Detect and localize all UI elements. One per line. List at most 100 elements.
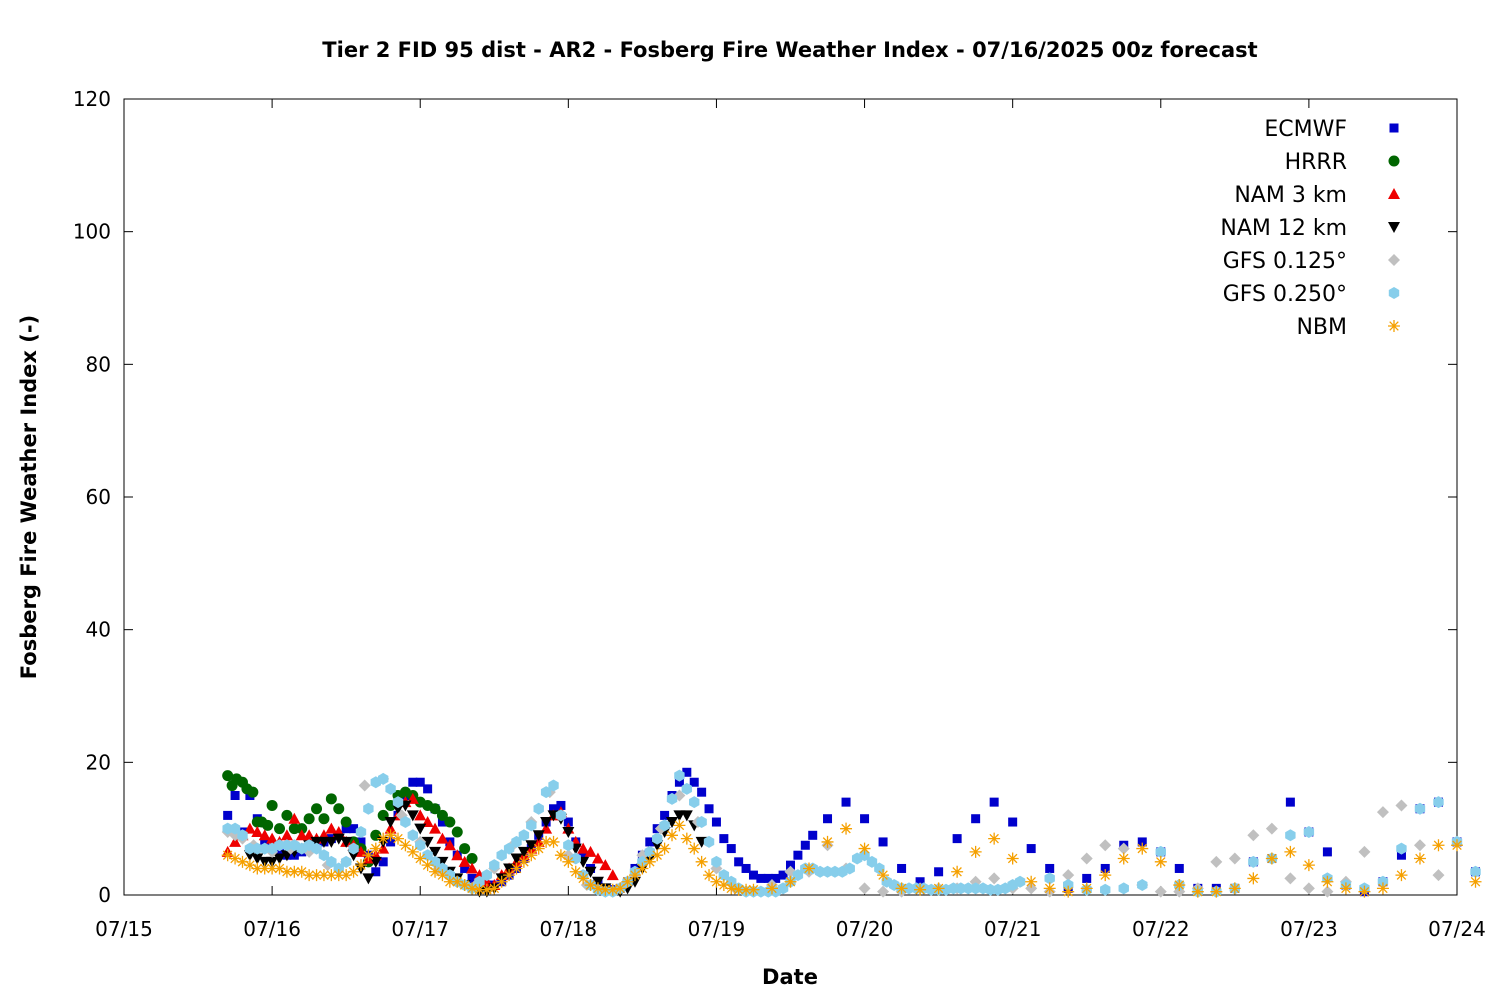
point-gfs-0-250: [1044, 872, 1055, 885]
point-ecmwf: [741, 863, 751, 873]
point-nbm: [732, 883, 745, 896]
point-nbm: [932, 882, 945, 895]
point-nbm: [1413, 852, 1426, 865]
point-nbm: [466, 882, 479, 895]
point-ecmwf: [915, 877, 925, 887]
point-nbm: [280, 865, 293, 878]
point-nam-3-km: [591, 852, 604, 864]
point-gfs-0-250: [503, 842, 515, 855]
point-nbm: [651, 849, 664, 862]
point-hrrr: [266, 799, 278, 811]
point-gfs-0-250: [555, 809, 567, 822]
point-nbm: [399, 839, 412, 852]
point-nbm: [821, 835, 834, 848]
point-ecmwf: [860, 814, 870, 824]
point-ecmwf: [467, 873, 477, 883]
point-hrrr: [222, 770, 234, 782]
point-gfs-0-250: [318, 849, 330, 862]
legend-label-gfs-0-250: GFS 0.250°: [1223, 282, 1347, 307]
point-ecmwf: [719, 834, 729, 844]
point-gfs-0-125: [1228, 852, 1241, 865]
legend-label-ecmwf: ECMWF: [1264, 117, 1347, 142]
point-gfs-0-250: [400, 816, 411, 829]
point-nbm: [877, 869, 890, 882]
point-nam-3-km: [288, 812, 301, 824]
point-nam-3-km: [606, 869, 619, 881]
point-nbm: [436, 869, 449, 882]
point-nbm: [717, 879, 730, 892]
point-nbm: [1376, 882, 1389, 895]
point-ecmwf: [371, 867, 381, 877]
point-ecmwf: [408, 777, 418, 787]
point-gfs-0-125: [1265, 822, 1278, 835]
point-ecmwf: [223, 810, 233, 820]
point-nbm: [525, 849, 538, 862]
point-gfs-0-250: [689, 796, 700, 809]
point-nbm: [384, 829, 397, 842]
point-nam-12-km: [421, 836, 434, 848]
point-gfs-0-250: [392, 796, 404, 809]
y-tick-label: 120: [73, 87, 111, 111]
x-axis-label: Date: [762, 965, 818, 989]
point-ecmwf: [578, 850, 588, 860]
point-gfs-0-125: [1117, 842, 1130, 855]
point-hrrr: [333, 803, 345, 815]
point-gfs-0-250: [518, 829, 530, 842]
point-gfs-0-250: [474, 875, 485, 888]
point-ecmwf: [660, 810, 670, 820]
point-gfs-0-250: [237, 829, 248, 842]
point-gfs-0-250: [526, 819, 537, 832]
point-nbm: [1469, 875, 1482, 888]
point-nbm: [1339, 882, 1352, 895]
point-nbm: [229, 852, 242, 865]
point-gfs-0-125: [1154, 885, 1167, 898]
y-axis-label: Fosberg Fire Weather Index (-): [17, 315, 41, 679]
legend-label-nbm: NBM: [1296, 315, 1347, 340]
point-hrrr: [296, 823, 308, 835]
point-nbm: [362, 849, 375, 862]
y-axis: 0 20 40 60 80 100 120: [73, 87, 1457, 907]
point-gfs-0-250: [1063, 879, 1074, 892]
point-gfs-0-250: [696, 816, 707, 829]
point-gfs-0-250: [652, 832, 663, 845]
point-gfs-0-250: [1014, 875, 1026, 888]
point-nbm: [288, 865, 301, 878]
point-ecmwf: [674, 777, 684, 787]
point-hrrr: [303, 813, 315, 825]
point-ecmwf: [230, 791, 240, 800]
point-gfs-0-250: [859, 849, 870, 862]
point-gfs-0-125: [1432, 869, 1445, 882]
point-hrrr: [262, 819, 274, 831]
point-nam-12-km: [384, 817, 397, 829]
x-tick-label: 07/23: [1280, 917, 1338, 941]
point-nam-12-km: [266, 856, 279, 868]
point-nbm: [1154, 855, 1167, 868]
y-tick-label: 60: [86, 485, 111, 509]
point-nam-12-km: [532, 830, 545, 842]
point-nbm: [421, 859, 434, 872]
point-nbm: [258, 862, 271, 875]
point-nam-12-km: [680, 810, 693, 822]
point-nam-3-km: [251, 825, 264, 837]
point-nam-3-km: [266, 832, 279, 844]
point-nbm: [510, 862, 523, 875]
point-ecmwf: [437, 817, 447, 827]
point-nam-3-km: [532, 835, 545, 847]
point-ecmwf: [556, 800, 566, 810]
point-nam-12-km: [251, 853, 264, 865]
point-hrrr: [436, 809, 448, 821]
point-nbm: [406, 845, 419, 858]
point-nam-12-km: [340, 836, 353, 848]
point-ecmwf: [897, 863, 907, 873]
point-nbm: [858, 842, 871, 855]
point-gfs-0-250: [415, 839, 426, 852]
point-gfs-0-250: [548, 779, 559, 792]
point-gfs-0-125: [877, 885, 890, 898]
point-nam-12-km: [651, 840, 664, 852]
y-tick-label: 80: [86, 352, 111, 376]
point-gfs-0-250: [563, 839, 574, 852]
point-nbm: [347, 865, 360, 878]
point-gfs-0-250: [378, 772, 389, 785]
point-nbm: [1302, 859, 1315, 872]
point-gfs-0-250: [333, 862, 344, 875]
